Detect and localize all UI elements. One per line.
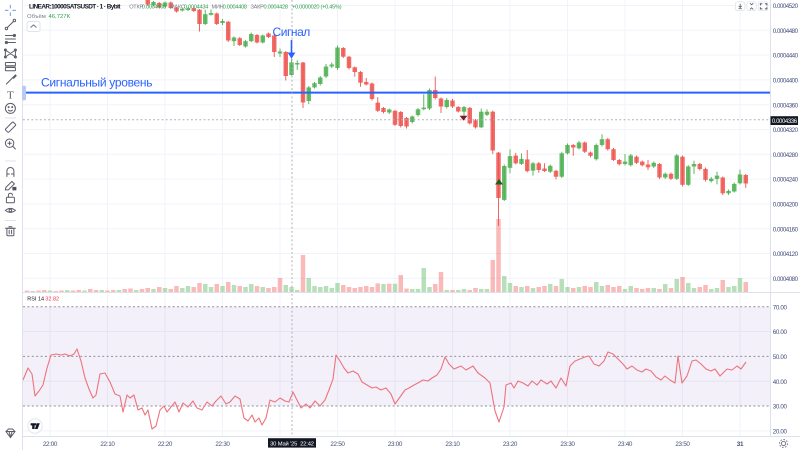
svg-text:32.82: 32.82	[45, 297, 59, 303]
svg-text:60.00: 60.00	[773, 329, 788, 336]
svg-text:22:50: 22:50	[330, 441, 345, 448]
svg-text:23:40: 23:40	[618, 441, 633, 448]
svg-text:23:20: 23:20	[503, 441, 518, 448]
svg-text:30 Май '25 22:42: 30 Май '25 22:42	[270, 440, 314, 447]
svg-text:0.0004408: 0.0004408	[223, 5, 247, 11]
svg-text:22:10: 22:10	[100, 441, 115, 448]
svg-text:0.0004480: 0.0004480	[773, 28, 799, 35]
svg-text:46,727K: 46,727K	[49, 14, 71, 20]
svg-text:Сигнальный уровень: Сигнальный уровень	[41, 76, 152, 90]
svg-text:22:30: 22:30	[215, 441, 230, 448]
svg-text:Сигнал: Сигнал	[273, 25, 311, 39]
svg-text:0.0004400: 0.0004400	[773, 78, 799, 85]
svg-text:30.00: 30.00	[773, 404, 788, 411]
svg-text:0.0004080: 0.0004080	[773, 276, 799, 283]
svg-text:ОТКР: ОТКР	[129, 5, 143, 11]
svg-text:T: T	[7, 90, 14, 102]
svg-text:70.00: 70.00	[773, 304, 788, 311]
svg-text:0.0004200: 0.0004200	[773, 202, 799, 209]
svg-text:23:10: 23:10	[445, 441, 460, 448]
svg-text:23:00: 23:00	[388, 441, 403, 448]
svg-text:31: 31	[737, 441, 744, 448]
svg-text:50.00: 50.00	[773, 354, 788, 361]
svg-text:0.0004160: 0.0004160	[773, 226, 799, 233]
svg-text:20.00: 20.00	[773, 429, 788, 436]
svg-text:RSI 14: RSI 14	[27, 297, 44, 303]
svg-text:0.0004320: 0.0004320	[773, 127, 799, 134]
svg-text:+0.0000020 (+0.45%): +0.0000020 (+0.45%)	[292, 5, 342, 11]
svg-text:40.00: 40.00	[773, 379, 788, 386]
svg-text:0.0004120: 0.0004120	[773, 251, 799, 258]
svg-text:LINEAR:10000SATSUSDT · 1 · Byb: LINEAR:10000SATSUSDT · 1 · Bybit	[29, 4, 121, 11]
svg-text:МАКС: МАКС	[170, 5, 185, 11]
svg-text:ЗАКР: ЗАКР	[251, 5, 265, 11]
svg-text:0.0004520: 0.0004520	[773, 3, 799, 10]
svg-text:0.0004434: 0.0004434	[184, 5, 208, 11]
svg-text:0.0004240: 0.0004240	[773, 177, 799, 184]
svg-text:23:50: 23:50	[675, 441, 690, 448]
svg-text:0.0004428: 0.0004428	[264, 5, 288, 11]
svg-text:0.0004336: 0.0004336	[772, 119, 798, 125]
svg-text:0.0004280: 0.0004280	[773, 152, 799, 159]
svg-text:0.0004440: 0.0004440	[773, 53, 799, 60]
svg-text:22:00: 22:00	[43, 441, 58, 448]
svg-text:МИН: МИН	[212, 5, 224, 11]
svg-text:Объём: Объём	[27, 14, 46, 20]
svg-text:22:20: 22:20	[158, 441, 173, 448]
svg-text:0.0004408: 0.0004408	[142, 5, 166, 11]
svg-text:0.0004360: 0.0004360	[773, 102, 799, 109]
svg-text:23:30: 23:30	[560, 441, 575, 448]
